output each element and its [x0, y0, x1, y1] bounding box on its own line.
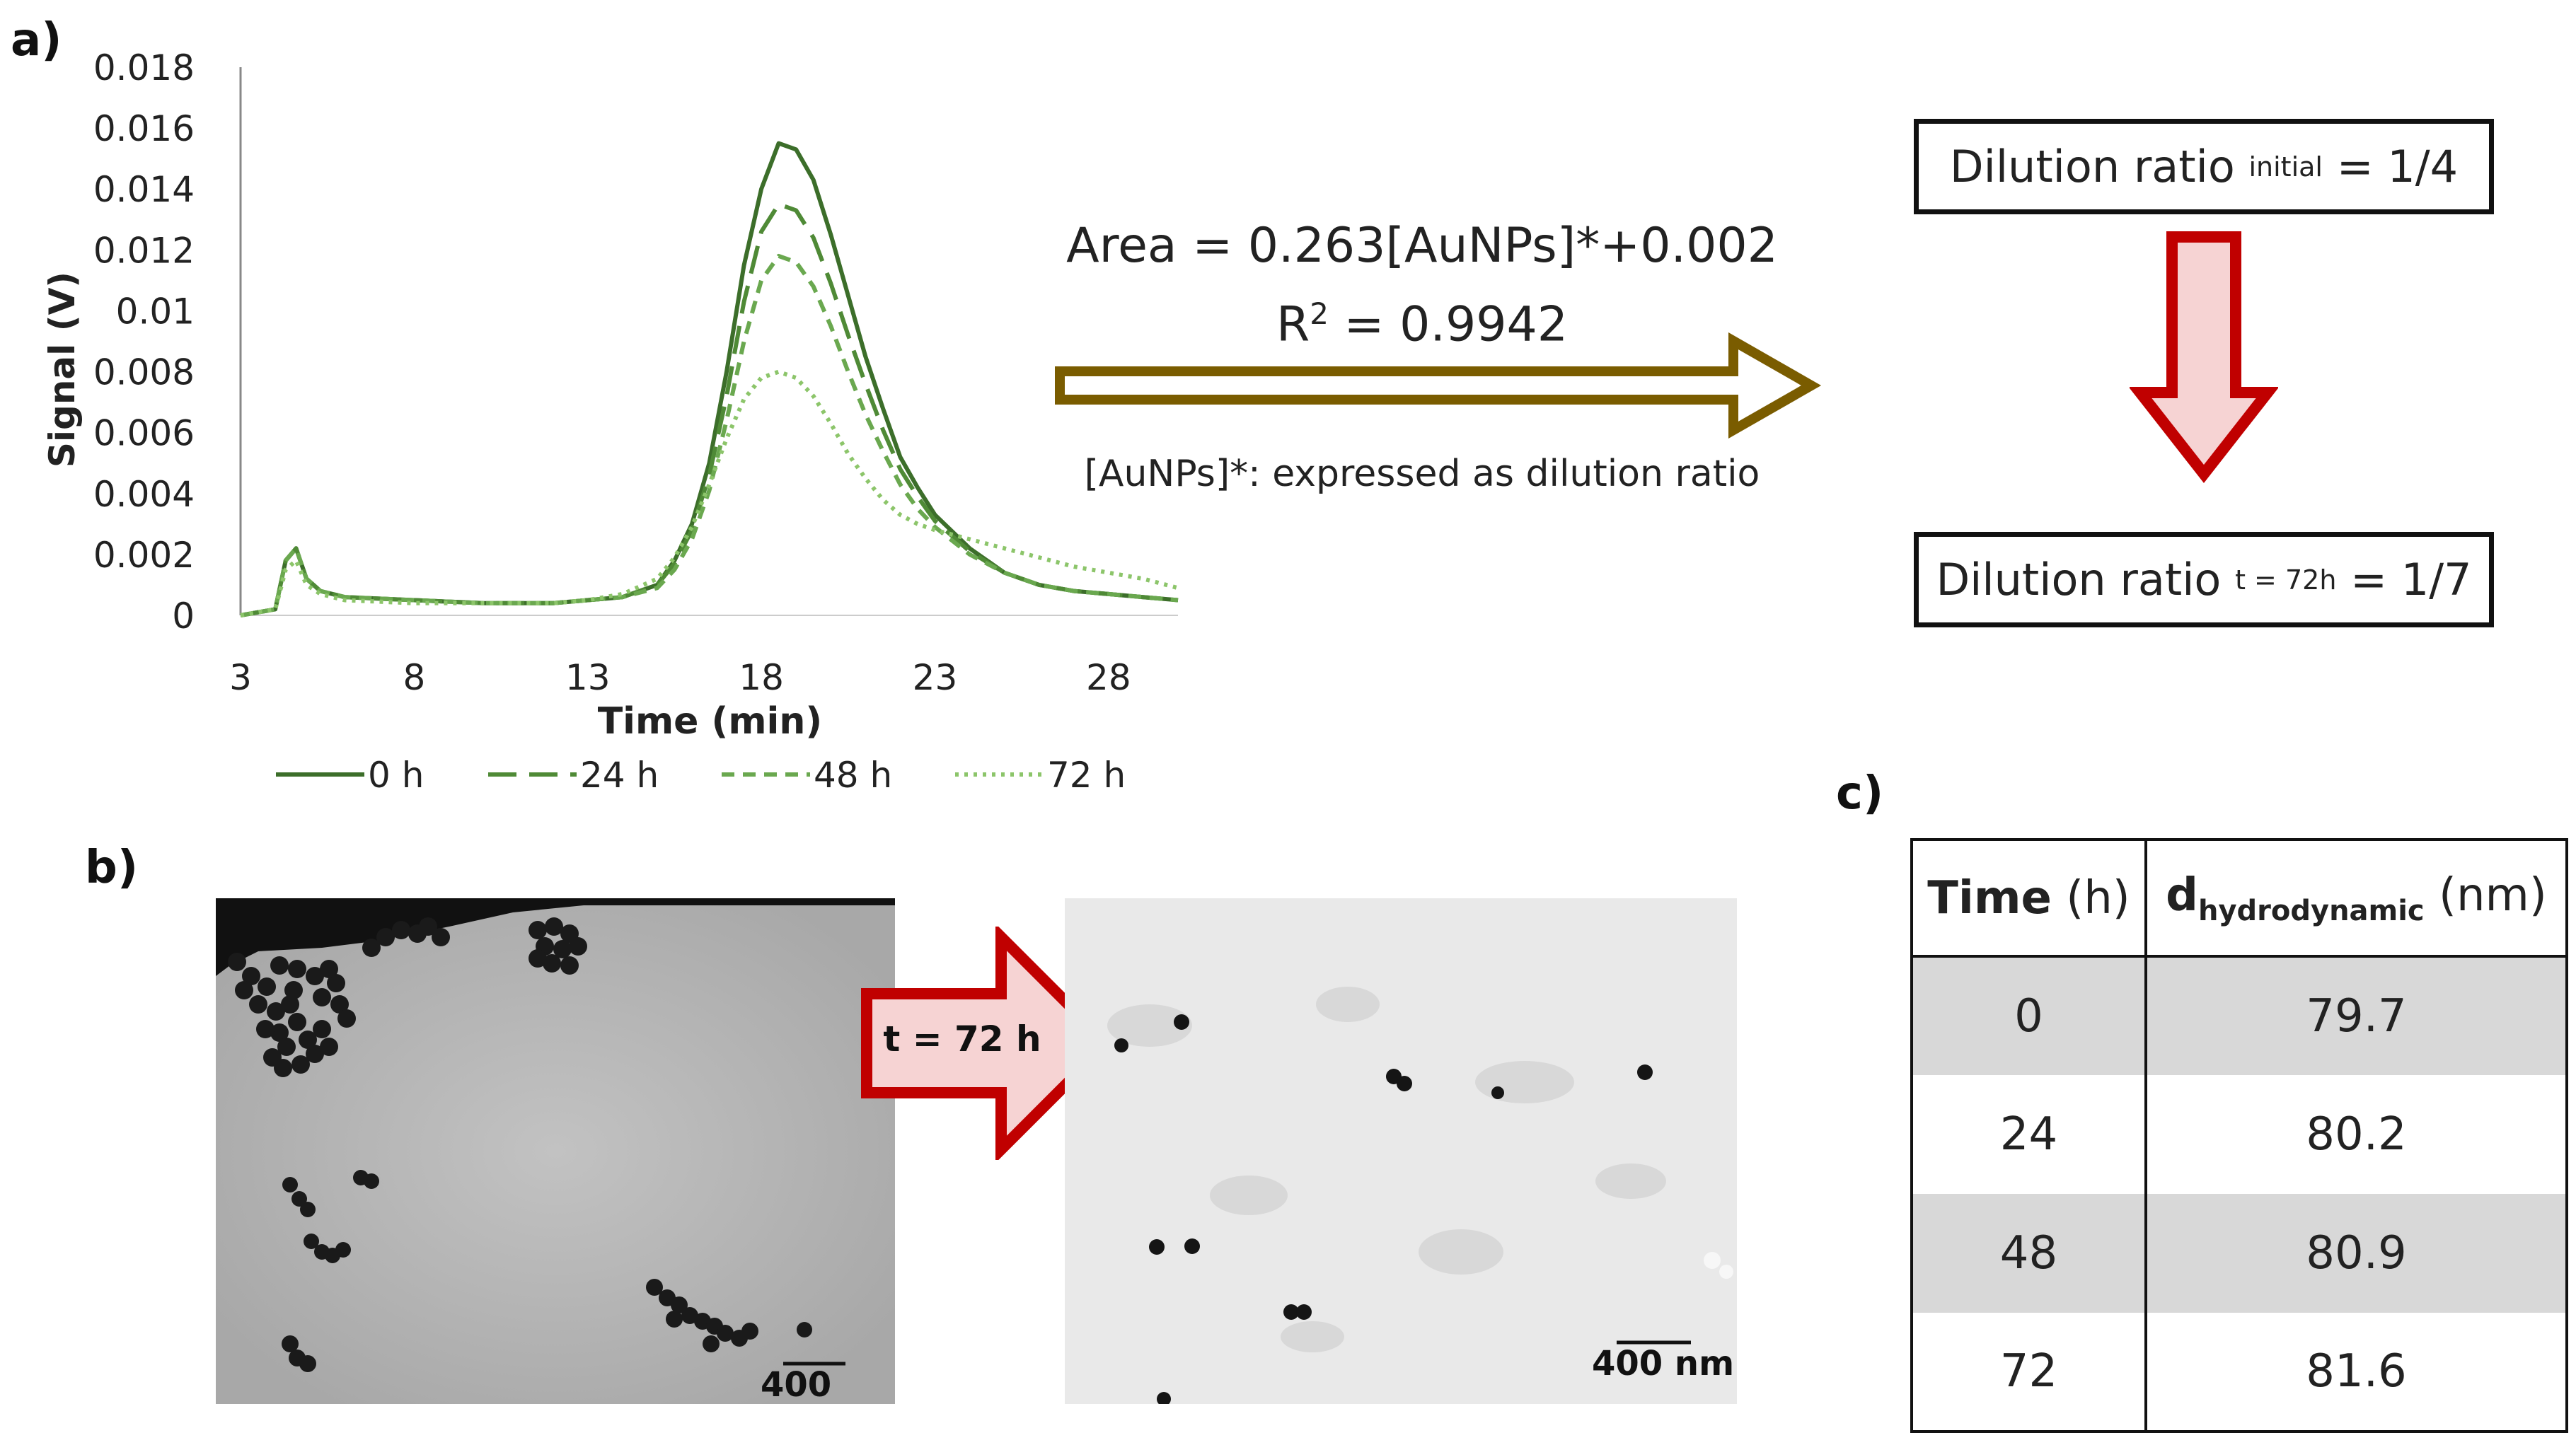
equation-note: [AuNPs]*: expressed as dilution ratio: [1084, 453, 1760, 495]
chart-axes: 0 0.002 0.004 0.006 0.008 0.01 0.012 0.014 0.016…: [42, 47, 1178, 743]
chromatogram-chart: 0 0.002 0.004 0.006 0.008 0.01 0.012 0.014 0.016…: [42, 47, 1179, 796]
dilution-final-label: Dilution ratio: [1936, 554, 2236, 605]
table-header-row: Time (h) dhydrodynamic (nm): [1910, 838, 2568, 958]
tem-72h-drawing: [1065, 898, 1737, 1404]
scale-label-72h: 400 nm: [1592, 1344, 1735, 1383]
table-row: 72 81.6: [1910, 1313, 2568, 1433]
header-time-label: Time: [1927, 871, 2052, 924]
x-tick-label: 23: [913, 657, 958, 698]
series-line-24h: [240, 202, 1179, 617]
r2-superscript: 2: [1310, 296, 1329, 331]
x-tick-label: 3: [229, 657, 252, 698]
chart-legend: 0 h 24 h 48 h 72 h: [276, 755, 1126, 796]
header-d-unit: (nm): [2424, 869, 2547, 922]
cell-diameter: 79.7: [2144, 956, 2568, 1075]
x-tick-label: 18: [739, 657, 784, 698]
equation-line: Area = 0.263[AuNPs]*+0.002: [1066, 218, 1778, 274]
y-tick-label: 0.01: [116, 291, 195, 332]
dilution-initial-box: Dilution ratio initial = 1/4: [1914, 119, 2494, 214]
y-tick-label: 0.008: [93, 352, 195, 393]
particle-clusters-initial: [228, 917, 812, 1372]
y-tick-label: 0.016: [93, 108, 195, 149]
header-time-unit: (h): [2051, 871, 2130, 924]
r2-value: = 0.9942: [1328, 296, 1569, 353]
background-blotches: [1107, 987, 1666, 1352]
tem-initial-drawing: [216, 898, 895, 1404]
x-tick-label: 28: [1086, 657, 1131, 698]
scale-label-initial: 400 nm: [761, 1365, 832, 1404]
y-tick-label: 0.018: [93, 47, 195, 88]
y-tick-label: 0.002: [93, 535, 195, 576]
y-tick-label: 0.004: [93, 474, 195, 515]
r-squared: R2 = 0.9942: [1047, 280, 1797, 359]
bright-spots: [1704, 1252, 1733, 1279]
legend-label: 0 h: [368, 755, 424, 796]
y-axis-title: Signal (V): [42, 272, 83, 468]
y-tick-label: 0.012: [93, 230, 195, 271]
cell-diameter: 80.9: [2144, 1194, 2568, 1313]
panel-label-a: a): [11, 14, 62, 66]
olive-arrow: [1055, 332, 1822, 439]
red-right-arrow: [861, 927, 1116, 1160]
x-axis-title: Time (min): [598, 700, 822, 743]
hydrodynamic-diameter-table: Time (h) dhydrodynamic (nm) 0 79.7 24 80…: [1910, 838, 2568, 1433]
x-tick-label: 8: [403, 657, 425, 698]
dilution-initial-sub: initial: [2248, 151, 2323, 182]
table-row: 0 79.7: [1910, 956, 2568, 1075]
chart-series: [240, 141, 1179, 617]
series-line-48h: [240, 253, 1179, 617]
header-time: Time (h): [1910, 838, 2147, 958]
table-row: 24 80.2: [1910, 1075, 2568, 1194]
red-down-arrow: [2130, 231, 2278, 483]
cell-diameter: 80.2: [2144, 1075, 2568, 1194]
dilution-final-value: = 1/7: [2336, 554, 2472, 605]
particles-72h: [1114, 1014, 1653, 1404]
calibration-equation: Area = 0.263[AuNPs]*+0.002 R2 = 0.9942: [1047, 212, 1797, 359]
panel-label-b: b): [85, 842, 139, 894]
legend-label: 72 h: [1047, 755, 1126, 796]
x-tick-label: 13: [565, 657, 611, 698]
header-d-sub: hydrodynamic: [2197, 894, 2425, 927]
cell-time: 0: [1910, 956, 2147, 1075]
dilution-initial-label: Dilution ratio: [1949, 141, 2249, 192]
table-row: 48 80.9: [1910, 1194, 2568, 1313]
dilution-initial-value: = 1/4: [2322, 141, 2459, 192]
y-tick-label: 0: [172, 596, 195, 637]
tem-arrow-label: t = 72 h: [883, 1019, 1041, 1060]
y-tick-label: 0.006: [93, 413, 195, 454]
cell-diameter: 81.6: [2144, 1313, 2568, 1433]
tem-image-72h: 400 nm: [1065, 898, 1737, 1404]
r2-prefix: R: [1276, 296, 1310, 353]
series-line-0h: [240, 141, 1179, 617]
tem-image-initial: 400 nm: [216, 898, 895, 1404]
y-tick-label: 0.014: [93, 169, 195, 210]
legend-label: 48 h: [814, 755, 892, 796]
cell-time: 72: [1910, 1313, 2147, 1433]
header-diameter: dhydrodynamic (nm): [2144, 838, 2568, 958]
cell-time: 48: [1910, 1194, 2147, 1313]
cell-time: 24: [1910, 1075, 2147, 1194]
dilution-final-sub: t = 72h: [2235, 564, 2337, 596]
panel-label-c: c): [1836, 767, 1884, 820]
dilution-final-box: Dilution ratio t = 72h = 1/7: [1914, 532, 2494, 627]
legend-label: 24 h: [580, 755, 659, 796]
header-d-label: d: [2166, 869, 2198, 922]
